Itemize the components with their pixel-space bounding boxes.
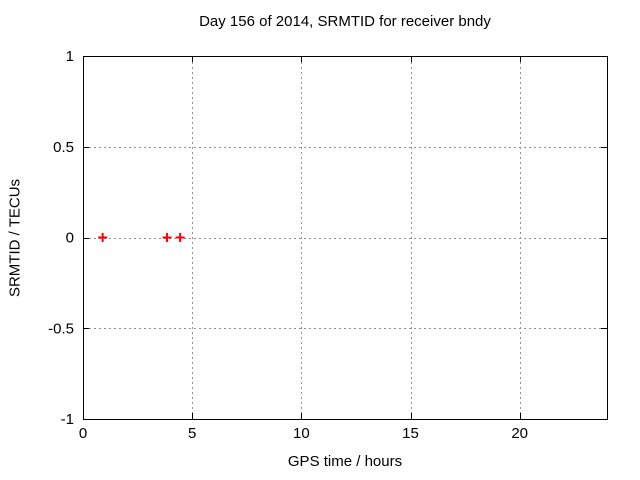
- plot-border: [83, 56, 608, 420]
- x-tick-label: 0: [79, 425, 87, 442]
- x-tick-label: 5: [188, 425, 196, 442]
- x-tick-label: 10: [293, 425, 310, 442]
- data-point-marker: [98, 233, 108, 242]
- data-point-marker: [162, 233, 172, 242]
- y-tick-label: 0: [66, 230, 74, 247]
- y-tick-label: 0.5: [53, 139, 74, 156]
- y-tick-label: 1: [66, 48, 74, 65]
- chart-title: Day 156 of 2014, SRMTID for receiver bnd…: [199, 13, 491, 30]
- x-axis-label: GPS time / hours: [287, 453, 403, 470]
- x-tick-label: 20: [511, 425, 528, 442]
- data-point-marker: [175, 233, 185, 242]
- x-tick-label: 15: [402, 425, 419, 442]
- y-tick-label: -1: [61, 411, 74, 428]
- y-tick-label: -0.5: [48, 320, 74, 337]
